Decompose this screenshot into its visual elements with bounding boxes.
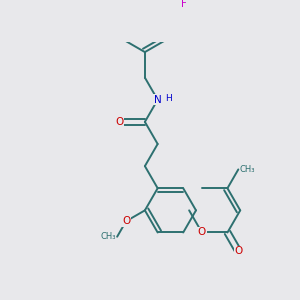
- Text: CH₃: CH₃: [100, 232, 116, 241]
- Text: CH₃: CH₃: [240, 165, 255, 174]
- Text: O: O: [122, 216, 130, 226]
- Text: O: O: [198, 227, 206, 238]
- Text: F: F: [181, 0, 187, 9]
- Text: N: N: [154, 95, 161, 105]
- Text: O: O: [115, 117, 124, 127]
- Text: O: O: [234, 246, 242, 256]
- Text: H: H: [165, 94, 172, 103]
